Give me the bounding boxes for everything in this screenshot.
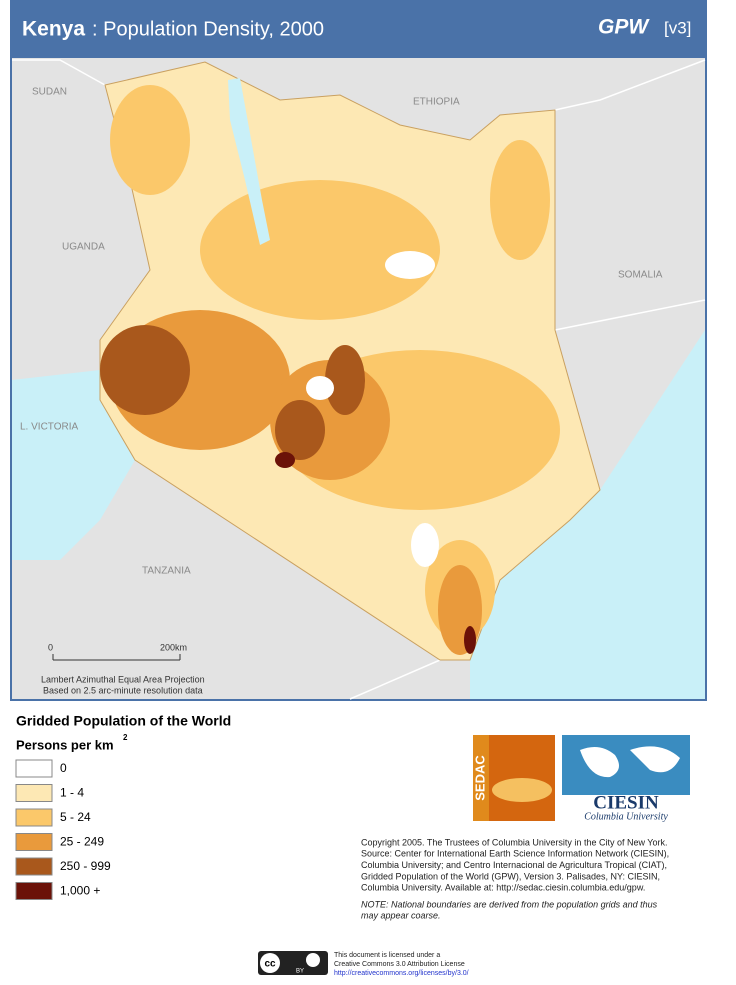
projection: Lambert Azimuthal Equal Area Projection bbox=[41, 674, 205, 684]
region-label: ETHIOPIA bbox=[413, 97, 460, 108]
legend-label: 250 - 999 bbox=[60, 859, 111, 873]
copyright-line: Gridded Population of the World (GPW), V… bbox=[361, 871, 660, 881]
sedac-band bbox=[473, 735, 489, 821]
legend-title: Gridded Population of the World bbox=[16, 713, 231, 729]
brand: GPW bbox=[598, 16, 650, 39]
copyright-line: Columbia University. Available at: http:… bbox=[361, 883, 645, 893]
legend-swatch bbox=[15, 808, 53, 827]
density-areas bbox=[100, 85, 560, 655]
note: NOTE: National boundaries are derived fr… bbox=[361, 899, 658, 920]
license-line: Creative Commons 3.0 Attribution License bbox=[334, 961, 465, 968]
legend: 0 1 - 4 5 - 24 25 - 249 250 - 999 1,000 + bbox=[15, 759, 111, 900]
ciesin-university: Columbia University bbox=[584, 811, 668, 822]
resolution: Based on 2.5 arc-minute resolution data bbox=[43, 685, 203, 695]
by-text: BY bbox=[296, 969, 304, 975]
legend-label: 1,000 + bbox=[60, 884, 100, 898]
lake-turkana bbox=[228, 78, 270, 245]
region-label: UGANDA bbox=[62, 242, 105, 253]
region-label: SOMALIA bbox=[618, 270, 663, 281]
sedac-logo: SEDAC bbox=[472, 755, 487, 801]
ciesin-logo: CIESIN bbox=[593, 792, 659, 813]
legend-unit-power: 2 bbox=[123, 733, 128, 742]
note-line: NOTE: National boundaries are derived fr… bbox=[361, 899, 658, 909]
copyright-line: Copyright 2005. The Trustees of Columbia… bbox=[361, 837, 667, 847]
license-line: http://creativecommons.org/licenses/by/3… bbox=[334, 970, 469, 977]
legend-swatch bbox=[15, 882, 53, 900]
cc-text: cc bbox=[264, 959, 276, 970]
legend-swatch bbox=[15, 784, 53, 802]
scale-end: 200km bbox=[160, 642, 187, 652]
legend-swatch bbox=[15, 833, 53, 851]
ocean bbox=[470, 330, 705, 699]
copyright: Copyright 2005. The Trustees of Columbia… bbox=[361, 837, 669, 892]
version: [v3] bbox=[664, 18, 691, 37]
region-label: SUDAN bbox=[32, 87, 67, 98]
cc-circle bbox=[260, 953, 280, 973]
legend-label: 0 bbox=[60, 761, 67, 775]
legend-label: 25 - 249 bbox=[60, 835, 104, 849]
title: : Population Density, 2000 bbox=[92, 18, 324, 40]
lake-victoria bbox=[12, 370, 135, 560]
copyright-line: Source: Center for International Earth S… bbox=[361, 849, 669, 859]
scale-start: 0 bbox=[48, 642, 53, 652]
country: Kenya bbox=[22, 18, 85, 41]
license: This document is licensed under a Creativ… bbox=[334, 952, 469, 977]
sedac-image bbox=[492, 778, 552, 802]
note-line: may appear coarse. bbox=[361, 911, 441, 921]
legend-label: 1 - 4 bbox=[60, 786, 84, 800]
region-labels: SUDAN ETHIOPIA UGANDA SOMALIA L. VICTORI… bbox=[20, 87, 663, 577]
world-map bbox=[580, 746, 680, 778]
legend-label: 5 - 24 bbox=[60, 810, 91, 824]
region-label: L. VICTORIA bbox=[20, 422, 78, 433]
legend-unit: Persons per km bbox=[16, 737, 114, 752]
copyright-line: Columbia University; and Centro Internac… bbox=[361, 860, 667, 870]
by-circle bbox=[306, 953, 320, 967]
region-label: TANZANIA bbox=[142, 566, 191, 577]
borders bbox=[12, 59, 706, 700]
header-bar bbox=[11, 0, 706, 58]
legend-swatch bbox=[15, 857, 53, 876]
legend-swatch bbox=[15, 759, 53, 778]
license-line: This document is licensed under a bbox=[334, 952, 440, 959]
